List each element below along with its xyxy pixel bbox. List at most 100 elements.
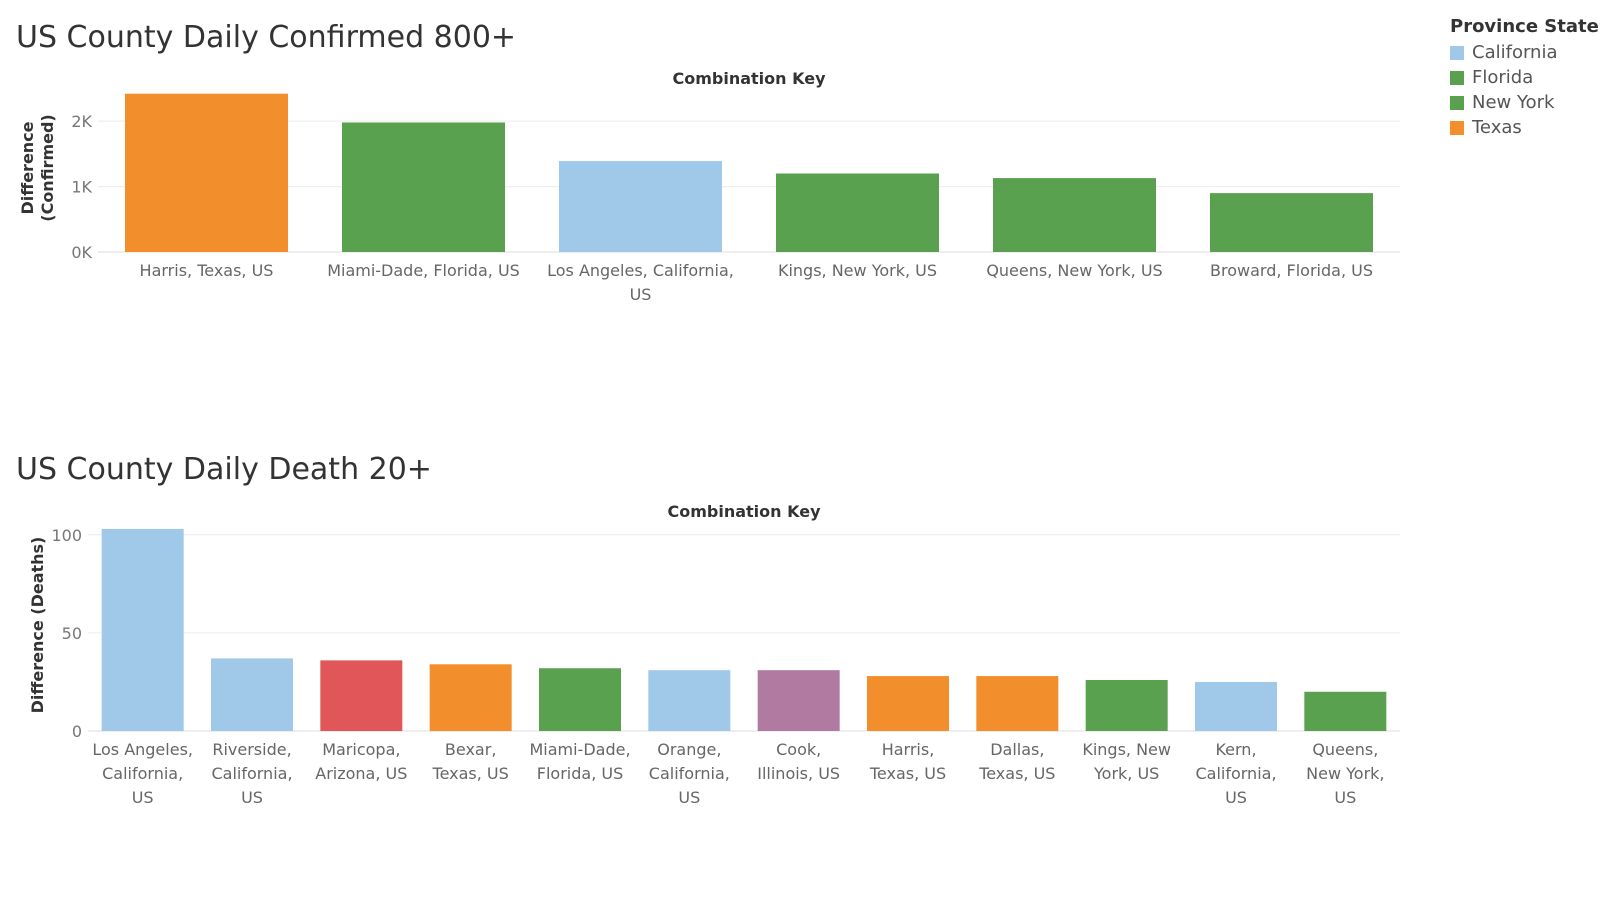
legend-label: California [1472, 42, 1558, 63]
x-category-label-line: Queens, [1312, 740, 1378, 759]
legend-item-texas[interactable]: Texas [1450, 115, 1595, 140]
legend-swatch [1450, 45, 1464, 60]
x-category-label: Harris, Texas, US [869, 740, 946, 783]
x-category-label-line: Orange, [657, 740, 721, 759]
x-category-label: Riverside, California, US [211, 740, 292, 807]
x-category-label: Orange, California, US [649, 740, 730, 807]
x-category-label: Miami-Dade, Florida, US [529, 740, 630, 783]
bar [125, 93, 288, 252]
legend-label: Texas [1472, 117, 1522, 138]
y-axis-title: Difference(Confirmed) [18, 114, 57, 221]
x-category-label-line: California, [211, 764, 292, 783]
x-category-label: Cook, Illinois, US [757, 740, 840, 783]
x-category-label-line: California, [1195, 764, 1276, 783]
bar [342, 122, 505, 252]
x-category-label-line: New York, [1306, 764, 1384, 783]
x-category-label-line: Dallas, [990, 740, 1044, 759]
y-tick-label: 0K [71, 243, 92, 262]
y-axis-title-line: Difference [18, 121, 37, 214]
legend-item-florida[interactable]: Florida [1450, 65, 1595, 90]
x-category-label-line: Texas, US [432, 764, 509, 783]
x-category-label-line: Broward, Florida, US [1210, 261, 1373, 280]
x-category-label: Miami-Dade, Florida, US [327, 261, 520, 280]
bar [429, 664, 512, 731]
y-axis-title-line: Difference (Deaths) [28, 537, 47, 714]
x-category-label-line: Miami-Dade, Florida, US [327, 261, 520, 280]
x-category-label-line: Kings, New York, US [778, 261, 937, 280]
x-category-label: Kings, New York, US [778, 261, 937, 280]
legend-swatch [1450, 70, 1464, 85]
x-category-label-line: Kern, [1215, 740, 1256, 759]
y-tick-label: 2K [71, 112, 92, 131]
legend-swatch [1450, 95, 1464, 110]
bar [539, 668, 621, 731]
y-tick-label: 0 [72, 722, 82, 741]
bar [757, 670, 840, 731]
legend-title: Province State [1450, 16, 1599, 37]
y-axis-title-line: (Confirmed) [38, 114, 57, 221]
bar [1085, 679, 1168, 731]
bar [648, 670, 731, 731]
x-category-label-line: Los Angeles, California, [547, 261, 734, 280]
legend-label: Florida [1472, 67, 1534, 88]
x-category-label-line: Arizona, US [315, 764, 407, 783]
bar [1195, 681, 1277, 731]
x-category-label-line: Kings, New [1082, 740, 1171, 759]
x-category-label: Dallas, Texas, US [978, 740, 1055, 783]
bar [1304, 691, 1387, 731]
x-category-label: Los Angeles, California, US [547, 261, 734, 304]
y-tick-label: 100 [51, 526, 82, 545]
x-category-label: Harris, Texas, US [140, 261, 274, 280]
x-category-label-line: Queens, New York, US [986, 261, 1162, 280]
x-category-label-line: Miami-Dade, [529, 740, 630, 759]
x-category-label: Kern, California, US [1195, 740, 1276, 807]
legend-label: New York [1472, 92, 1555, 113]
bar [776, 173, 939, 252]
legend-swatch [1450, 120, 1464, 135]
bar [976, 676, 1059, 731]
bar [867, 676, 949, 731]
bar [993, 178, 1156, 252]
x-category-label-line: US [132, 788, 154, 807]
bar [1210, 193, 1373, 252]
bar [101, 528, 184, 731]
x-category-label-line: Illinois, US [757, 764, 840, 783]
legend: Province State California Florida New Yo… [1450, 16, 1599, 140]
x-category-label: Los Angeles, California, US [92, 740, 193, 807]
x-category-label-line: California, [649, 764, 730, 783]
x-category-label-line: US [1225, 788, 1247, 807]
x-category-label: Queens, New York, US [986, 261, 1162, 280]
x-category-label: Queens, New York, US [1306, 740, 1384, 807]
x-category-label-line: US [630, 285, 652, 304]
combination-key-header: Combination Key [672, 69, 826, 88]
x-category-label-line: US [678, 788, 700, 807]
x-category-label-line: US [1334, 788, 1356, 807]
x-category-label-line: Maricopa, [322, 740, 400, 759]
y-tick-label: 50 [62, 624, 82, 643]
bar [559, 161, 722, 252]
x-category-label: Kings, New York, US [1082, 740, 1171, 783]
x-category-label-line: York, US [1093, 764, 1159, 783]
x-category-label-line: Riverside, [212, 740, 291, 759]
x-category-label-line: California, [102, 764, 183, 783]
combination-key-header: Combination Key [667, 502, 821, 521]
bar [320, 660, 403, 731]
x-category-label: Broward, Florida, US [1210, 261, 1373, 280]
x-category-label-line: Harris, Texas, US [140, 261, 274, 280]
chart-title-confirmed: US County Daily Confirmed 800+ [16, 20, 517, 55]
x-category-label-line: Harris, [882, 740, 935, 759]
y-tick-label: 1K [71, 178, 92, 197]
confirmed-bar-chart: Combination Key 0K 1K 2K Difference(Confirme… [18, 69, 1400, 304]
x-category-label-line: Texas, US [978, 764, 1055, 783]
legend-item-california[interactable]: California [1450, 40, 1595, 65]
chart-title-deaths: US County Daily Death 20+ [16, 452, 432, 487]
bar [211, 658, 293, 731]
legend-item-new-york[interactable]: New York [1450, 90, 1595, 115]
x-category-label-line: US [241, 788, 263, 807]
x-category-label-line: Florida, US [537, 764, 623, 783]
x-category-label: Bexar, Texas, US [432, 740, 509, 783]
y-axis-title: Difference (Deaths) [28, 537, 47, 714]
x-category-label: Maricopa, Arizona, US [315, 740, 407, 783]
x-category-label-line: Bexar, [445, 740, 496, 759]
